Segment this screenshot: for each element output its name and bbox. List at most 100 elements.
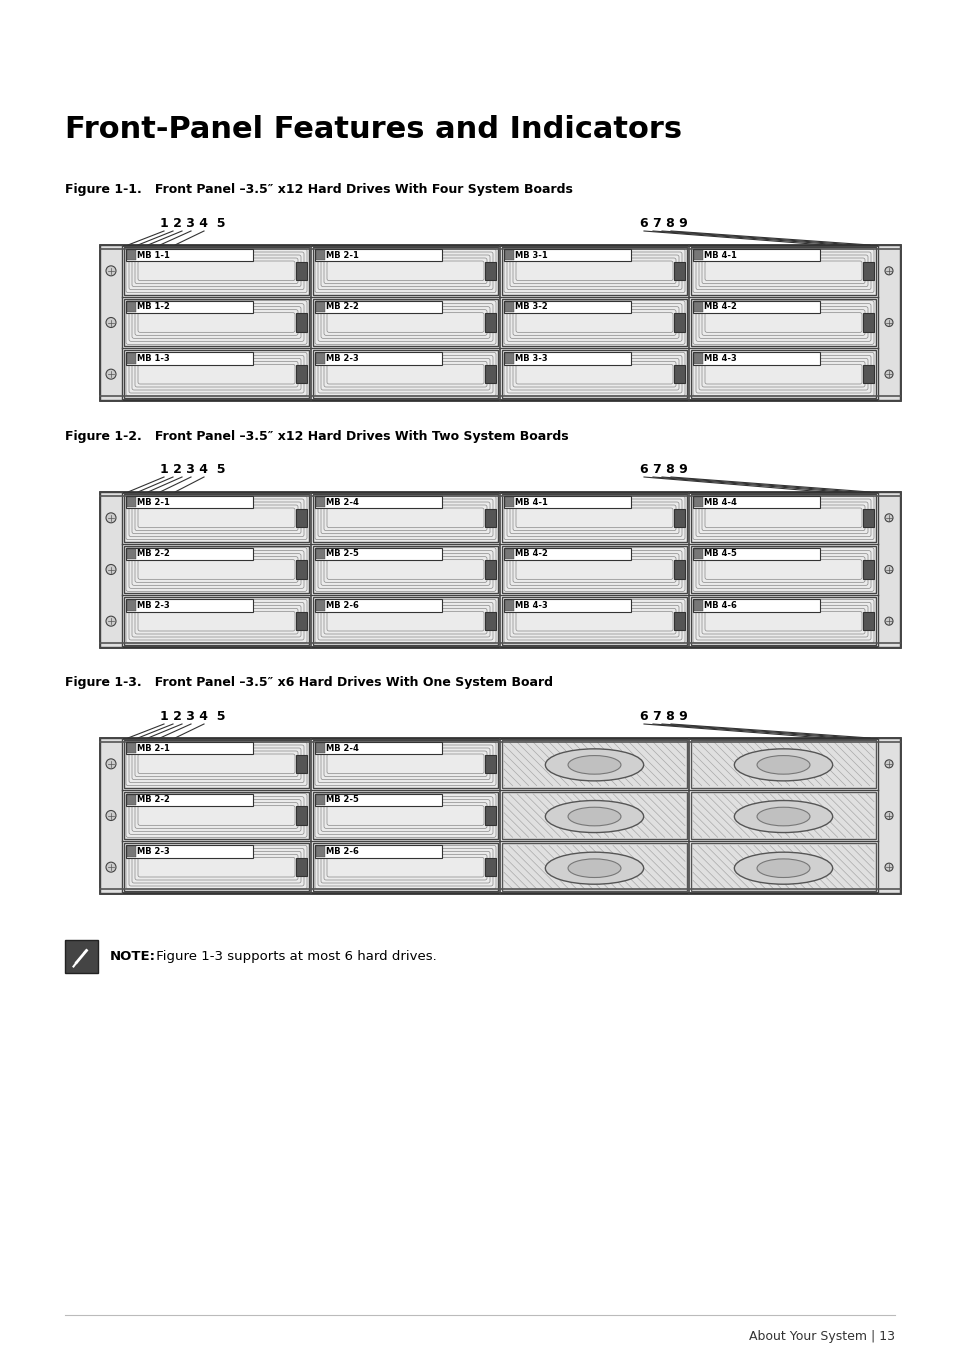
Bar [501, 246, 686, 295]
Bar [126, 352, 253, 364]
Bar [295, 261, 307, 280]
Text: MB 1-3: MB 1-3 [136, 353, 170, 363]
Bar [315, 302, 324, 311]
Bar [503, 352, 630, 364]
Circle shape [884, 566, 892, 574]
Bar [295, 509, 307, 527]
Bar [484, 261, 496, 280]
Text: MB 1-1: MB 1-1 [136, 250, 170, 260]
Bar [126, 496, 253, 508]
Bar [501, 597, 686, 645]
Bar [693, 497, 702, 508]
Bar [690, 741, 875, 788]
Text: MB 2-6: MB 2-6 [325, 848, 358, 856]
Text: MB 2-3: MB 2-3 [325, 353, 358, 363]
Bar [693, 302, 702, 311]
Text: MB 2-1: MB 2-1 [325, 250, 358, 260]
Bar [690, 546, 875, 593]
Bar [693, 353, 702, 364]
Bar [673, 612, 684, 630]
Bar [504, 353, 513, 364]
Bar [877, 492, 899, 647]
Circle shape [884, 811, 892, 819]
Bar [314, 249, 441, 261]
Bar [295, 561, 307, 578]
Circle shape [884, 370, 892, 378]
Ellipse shape [545, 800, 643, 833]
Bar [314, 496, 441, 508]
Text: MB 4-2: MB 4-2 [703, 302, 736, 311]
Text: MB 4-1: MB 4-1 [514, 498, 547, 506]
Bar [124, 494, 309, 542]
Text: Figure 1-3 supports at most 6 hard drives.: Figure 1-3 supports at most 6 hard drive… [152, 951, 436, 963]
Bar [673, 314, 684, 332]
Bar [504, 302, 513, 311]
Text: About Your System | 13: About Your System | 13 [748, 1330, 894, 1343]
Bar [124, 741, 309, 788]
Bar [314, 301, 441, 313]
Bar [877, 245, 899, 399]
Text: MB 2-4: MB 2-4 [325, 498, 358, 506]
Text: MB 3-1: MB 3-1 [514, 250, 547, 260]
Bar [127, 353, 135, 364]
Bar [484, 509, 496, 527]
Text: 6 7 8 9: 6 7 8 9 [639, 709, 687, 723]
Bar [503, 301, 630, 313]
Text: Front-Panel Features and Indicators: Front-Panel Features and Indicators [65, 115, 681, 144]
Circle shape [106, 811, 116, 821]
Text: MB 2-2: MB 2-2 [325, 302, 358, 311]
Circle shape [884, 862, 892, 871]
Ellipse shape [545, 749, 643, 781]
Text: 6 7 8 9: 6 7 8 9 [639, 463, 687, 477]
Bar [690, 844, 875, 891]
Bar [127, 548, 135, 559]
Bar [504, 548, 513, 559]
Bar [315, 743, 324, 753]
Bar [100, 492, 122, 647]
Bar [126, 845, 253, 857]
Bar [315, 548, 324, 559]
Bar [862, 366, 873, 383]
Circle shape [884, 760, 892, 768]
Text: MB 2-5: MB 2-5 [325, 795, 358, 804]
Bar [313, 792, 497, 839]
Bar [862, 314, 873, 332]
Bar [126, 547, 253, 561]
Bar [124, 299, 309, 347]
Bar [692, 352, 819, 364]
Text: MB 2-4: MB 2-4 [325, 743, 358, 753]
Bar [673, 561, 684, 578]
Bar [673, 509, 684, 527]
Bar [295, 612, 307, 630]
Bar [295, 314, 307, 332]
Bar [504, 497, 513, 508]
Circle shape [106, 265, 116, 276]
Bar [862, 561, 873, 578]
Text: Figure 1-1.   Front Panel –3.5″ x12 Hard Drives With Four System Boards: Figure 1-1. Front Panel –3.5″ x12 Hard D… [65, 183, 572, 196]
Circle shape [106, 370, 116, 379]
Bar [315, 600, 324, 611]
Bar [690, 792, 875, 839]
Ellipse shape [567, 807, 620, 826]
Text: 1 2 3 4  5: 1 2 3 4 5 [160, 217, 225, 230]
Ellipse shape [757, 756, 809, 774]
Bar [501, 299, 686, 347]
Circle shape [884, 513, 892, 521]
Bar [127, 250, 135, 260]
Text: Figure 1-2.   Front Panel –3.5″ x12 Hard Drives With Two System Boards: Figure 1-2. Front Panel –3.5″ x12 Hard D… [65, 431, 568, 443]
Circle shape [106, 616, 116, 626]
Text: 1 2 3 4  5: 1 2 3 4 5 [160, 463, 225, 477]
Bar [501, 741, 686, 788]
Text: MB 2-3: MB 2-3 [136, 601, 170, 611]
Bar [124, 246, 309, 295]
Bar [124, 792, 309, 839]
Text: MB 3-3: MB 3-3 [514, 353, 547, 363]
Text: MB 4-4: MB 4-4 [703, 498, 736, 506]
Bar [862, 612, 873, 630]
Ellipse shape [734, 852, 832, 884]
Text: MB 4-6: MB 4-6 [703, 601, 736, 611]
Bar [124, 844, 309, 891]
Bar [692, 301, 819, 313]
Bar [503, 547, 630, 561]
Bar [315, 250, 324, 260]
